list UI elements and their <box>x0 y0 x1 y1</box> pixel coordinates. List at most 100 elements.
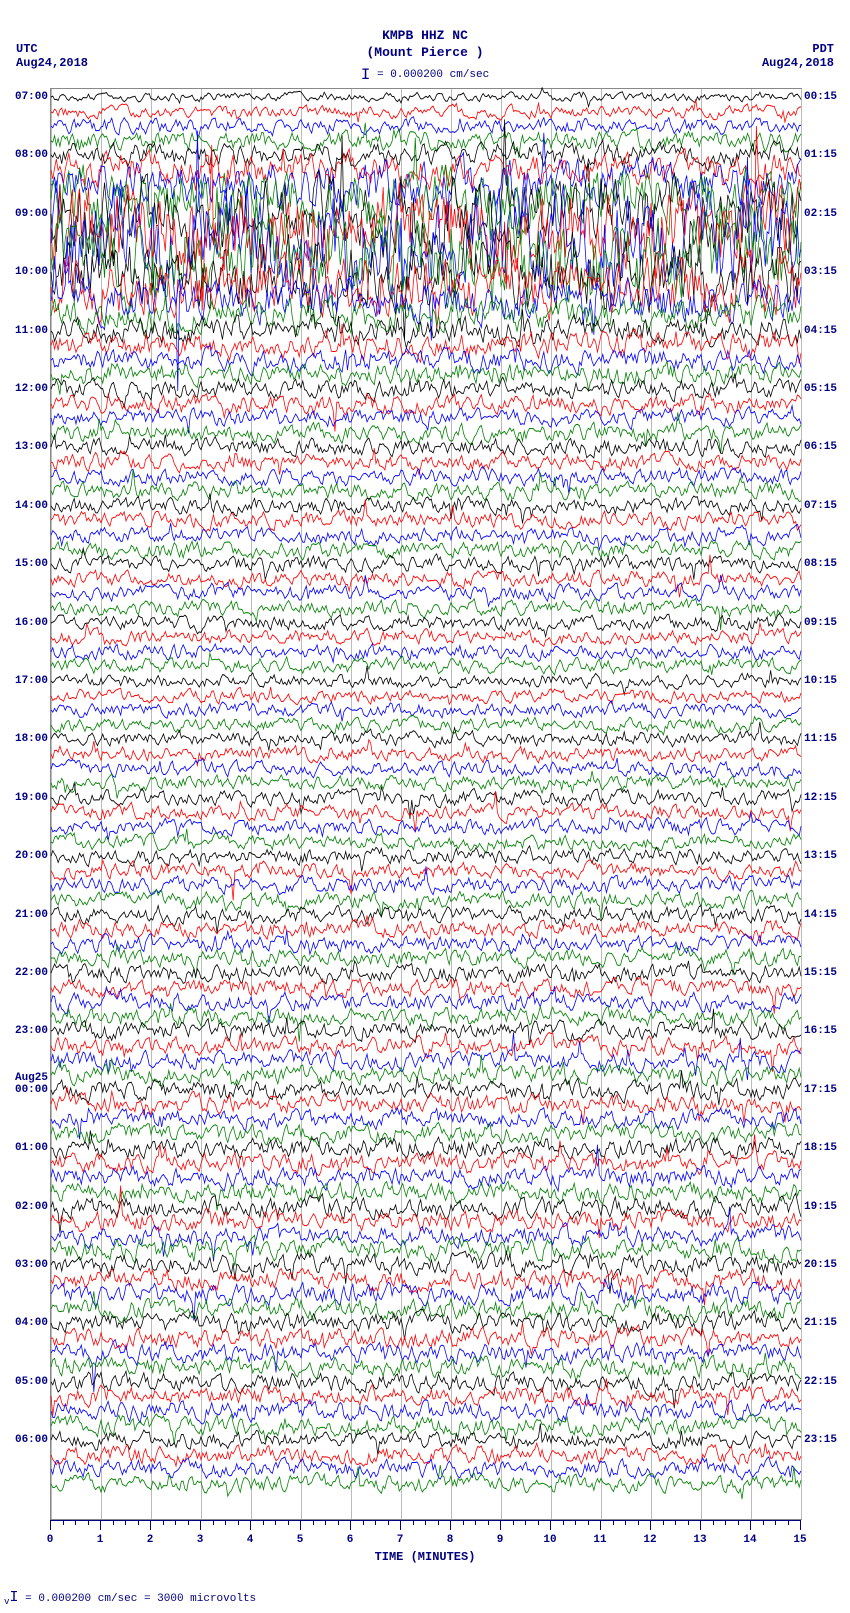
x-tick-label: 11 <box>593 1534 606 1546</box>
hour-label-local: 12:15 <box>801 792 837 804</box>
hour-label-utc: 20:00 <box>15 850 51 862</box>
hour-label-local: 18:15 <box>801 1142 837 1154</box>
hour-label-utc: 14:00 <box>15 500 51 512</box>
hour-label-local: 07:15 <box>801 500 837 512</box>
x-minor-tick <box>525 1520 526 1525</box>
hour-label-utc: 12:00 <box>15 383 51 395</box>
hour-label-utc: 08:00 <box>15 149 51 161</box>
x-minor-tick <box>513 1520 514 1525</box>
hour-label-local: 09:15 <box>801 617 837 629</box>
hour-label-utc: 15:00 <box>15 558 51 570</box>
x-minor-tick <box>663 1520 664 1525</box>
hour-label-local: 06:15 <box>801 441 837 453</box>
x-tick-label: 15 <box>793 1534 806 1546</box>
x-minor-tick <box>438 1520 439 1525</box>
x-minor-tick <box>675 1520 676 1525</box>
x-tick-label: 13 <box>693 1534 706 1546</box>
x-major-tick <box>100 1520 101 1530</box>
x-tick-label: 8 <box>447 1534 454 1546</box>
hour-label-local: 11:15 <box>801 733 837 745</box>
hour-label-local: 00:15 <box>801 91 837 103</box>
x-tick-label: 3 <box>197 1534 204 1546</box>
x-minor-tick <box>263 1520 264 1525</box>
hour-label-utc: 07:00 <box>15 91 51 103</box>
scale-text: = 0.000200 cm/sec <box>377 69 489 81</box>
x-major-tick <box>600 1520 601 1530</box>
hour-label-utc: 00:00 <box>15 1084 51 1096</box>
x-minor-tick <box>738 1520 739 1525</box>
x-minor-tick <box>413 1520 414 1525</box>
x-minor-tick <box>638 1520 639 1525</box>
x-minor-tick <box>163 1520 164 1525</box>
x-major-tick <box>750 1520 751 1530</box>
x-minor-tick <box>275 1520 276 1525</box>
x-tick-label: 4 <box>247 1534 254 1546</box>
trace-row <box>51 1469 801 1499</box>
x-tick-label: 14 <box>743 1534 756 1546</box>
x-tick-label: 5 <box>297 1534 304 1546</box>
x-minor-tick <box>338 1520 339 1525</box>
tz-left-label: UTC <box>16 42 38 56</box>
hour-label-utc: 10:00 <box>15 266 51 278</box>
hour-label-local: 08:15 <box>801 558 837 570</box>
hour-label-utc: 16:00 <box>15 617 51 629</box>
date-left-label: Aug24,2018 <box>16 56 88 70</box>
plot-area: 07:0000:1508:0001:1509:0002:1510:0003:15… <box>50 88 800 1518</box>
hour-label-utc: 13:00 <box>15 441 51 453</box>
hour-label-utc: 23:00 <box>15 1025 51 1037</box>
x-minor-tick <box>213 1520 214 1525</box>
x-minor-tick <box>613 1520 614 1525</box>
x-minor-tick <box>775 1520 776 1525</box>
x-minor-tick <box>713 1520 714 1525</box>
x-minor-tick <box>625 1520 626 1525</box>
x-tick-label: 2 <box>147 1534 154 1546</box>
x-minor-tick <box>425 1520 426 1525</box>
x-minor-tick <box>575 1520 576 1525</box>
hour-label-local: 17:15 <box>801 1084 837 1096</box>
hour-label-utc: 22:00 <box>15 967 51 979</box>
hour-label-local: 14:15 <box>801 909 837 921</box>
x-axis: TIME (MINUTES) 0123456789101112131415 <box>50 1520 800 1570</box>
x-minor-tick <box>125 1520 126 1525</box>
hour-label-local: 16:15 <box>801 1025 837 1037</box>
x-minor-tick <box>63 1520 64 1525</box>
x-minor-tick <box>325 1520 326 1525</box>
hour-label-utc: 05:00 <box>15 1376 51 1388</box>
hour-label-utc: 06:00 <box>15 1434 51 1446</box>
x-major-tick <box>700 1520 701 1530</box>
hour-label-local: 10:15 <box>801 675 837 687</box>
x-minor-tick <box>538 1520 539 1525</box>
x-minor-tick <box>288 1520 289 1525</box>
x-tick-label: 1 <box>97 1534 104 1546</box>
station-name: (Mount Pierce ) <box>0 45 850 62</box>
x-minor-tick <box>225 1520 226 1525</box>
x-major-tick <box>350 1520 351 1530</box>
x-major-tick <box>200 1520 201 1530</box>
station-code: KMPB HHZ NC <box>0 28 850 45</box>
hour-label-local: 02:15 <box>801 208 837 220</box>
hour-label-local: 19:15 <box>801 1201 837 1213</box>
x-major-tick <box>250 1520 251 1530</box>
hour-label-utc: 09:00 <box>15 208 51 220</box>
hour-label-local: 05:15 <box>801 383 837 395</box>
x-major-tick <box>300 1520 301 1530</box>
x-major-tick <box>450 1520 451 1530</box>
day-change-label: Aug25 <box>15 1072 51 1084</box>
x-tick-label: 9 <box>497 1534 504 1546</box>
x-minor-tick <box>388 1520 389 1525</box>
hour-label-utc: 03:00 <box>15 1259 51 1271</box>
hour-label-local: 23:15 <box>801 1434 837 1446</box>
hour-label-local: 04:15 <box>801 325 837 337</box>
x-minor-tick <box>375 1520 376 1525</box>
x-tick-label: 12 <box>643 1534 656 1546</box>
hour-label-local: 03:15 <box>801 266 837 278</box>
hour-label-utc: 11:00 <box>15 325 51 337</box>
x-minor-tick <box>138 1520 139 1525</box>
x-minor-tick <box>463 1520 464 1525</box>
hour-label-local: 21:15 <box>801 1317 837 1329</box>
x-minor-tick <box>475 1520 476 1525</box>
x-major-tick <box>150 1520 151 1530</box>
hour-label-utc: 04:00 <box>15 1317 51 1329</box>
footer-text: = 0.000200 cm/sec = 3000 microvolts <box>25 1593 256 1605</box>
x-minor-tick <box>788 1520 789 1525</box>
